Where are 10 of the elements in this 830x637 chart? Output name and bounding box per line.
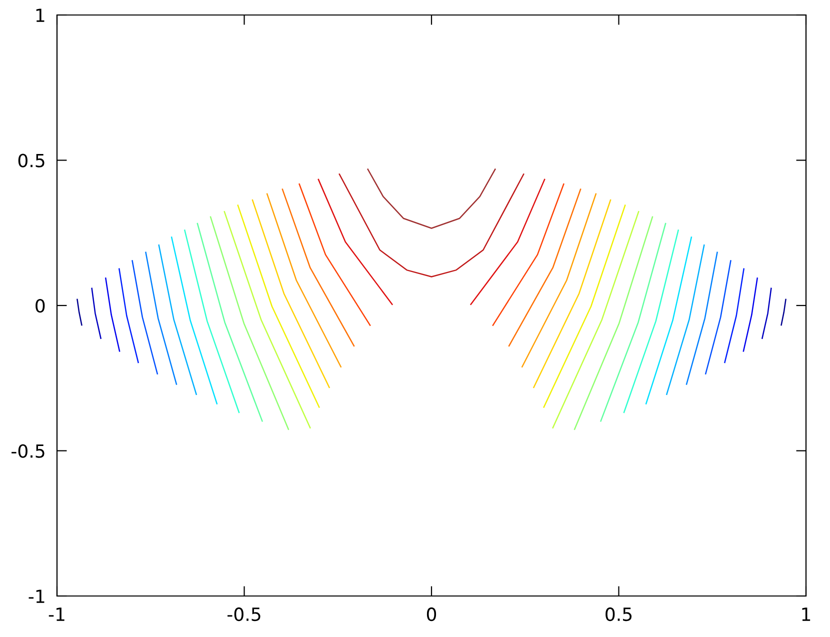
x-tick-label: -1 <box>48 608 64 621</box>
y-tick-label: 1 <box>36 8 44 22</box>
y-tick-label: -0.5 <box>12 444 44 458</box>
x-tick-label: -0.5 <box>228 607 260 622</box>
y-tick-label: 0 <box>36 298 45 313</box>
x-tick-label: 0 <box>426 607 436 622</box>
y-tick-label: 0.5 <box>18 154 44 168</box>
x-tick-label: 1 <box>802 608 810 621</box>
x-tick-label: 0.5 <box>606 607 632 622</box>
y-tick-label: -1 <box>28 590 44 603</box>
